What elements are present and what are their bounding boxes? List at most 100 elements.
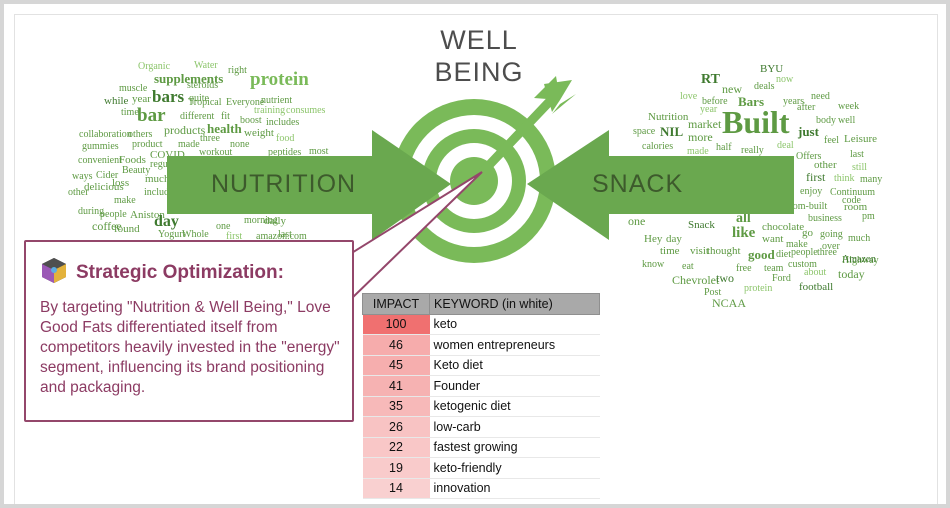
word-cloud-term: over	[822, 241, 840, 252]
impact-cell: 35	[362, 396, 430, 417]
word-cloud-term: much	[145, 173, 170, 185]
word-cloud-term: deal	[777, 140, 794, 151]
word-cloud-term: boost	[240, 115, 262, 126]
word-cloud-term: just	[798, 124, 819, 139]
word-cloud-term: today	[838, 267, 865, 281]
word-cloud-term: Built	[722, 104, 790, 140]
word-cloud-term: Continuum	[830, 187, 876, 198]
word-cloud-term: two	[716, 271, 734, 285]
word-cloud-term: chocolate	[762, 221, 805, 233]
table-row: 22 fastest growing	[362, 437, 600, 458]
word-cloud-term: last	[850, 149, 864, 160]
word-cloud-term: calories	[642, 141, 674, 152]
word-cloud-term: make	[786, 239, 808, 250]
word-cloud-term: space	[633, 126, 656, 137]
word-cloud-term: made	[178, 139, 200, 150]
table-row: 14 innovation	[362, 478, 600, 499]
word-cloud-term: loss	[112, 177, 130, 189]
word-cloud-term: other	[68, 187, 89, 198]
word-cloud-term: regul	[150, 159, 171, 170]
word-cloud-term: like	[732, 225, 756, 241]
word-cloud-term: new	[722, 82, 742, 96]
word-cloud-term: amazon.com	[256, 231, 307, 242]
word-cloud-term: thought	[707, 245, 741, 257]
word-cloud-term: Bars	[738, 94, 764, 109]
word-cloud-term: NCAA	[712, 296, 747, 310]
word-cloud-term: market	[688, 117, 722, 131]
word-cloud-term: coffee	[92, 219, 122, 233]
impact-cell: 41	[362, 375, 430, 397]
word-cloud-term: football	[799, 281, 834, 293]
word-cloud-term: half	[716, 142, 732, 153]
word-cloud-term: while	[104, 95, 129, 107]
word-cloud-term: people	[791, 247, 818, 258]
word-cloud-term: code	[842, 195, 861, 206]
word-cloud-term: other	[814, 159, 837, 171]
word-cloud-term: people	[100, 209, 127, 220]
word-cloud-term: deals	[754, 81, 775, 92]
word-cloud-term: daily	[264, 215, 286, 227]
word-cloud-term: Tropical	[188, 97, 222, 108]
word-cloud-term: BYU	[760, 63, 784, 75]
callout-heading: Strategic Optimization:	[76, 262, 284, 283]
word-cloud-term: Amazon	[842, 254, 876, 265]
word-cloud-term: year	[132, 93, 151, 105]
word-cloud-term: Chevrolet	[672, 273, 720, 287]
word-cloud-term: NIL	[660, 124, 684, 139]
word-cloud-term: training	[254, 105, 286, 116]
word-cloud-term: includes	[266, 117, 300, 128]
word-cloud-term: collaboration	[79, 129, 132, 140]
target-diagram	[167, 76, 794, 303]
word-cloud-term: years	[783, 96, 805, 107]
impact-cell: 45	[362, 355, 430, 376]
word-cloud-term: Hey	[644, 233, 663, 245]
word-cloud-term: workout	[199, 147, 233, 158]
table-row: 41 Founder	[362, 375, 600, 397]
keyword-cell: keto-friendly	[429, 457, 600, 479]
word-cloud-term: three	[200, 133, 220, 144]
word-cloud-term: tom-built	[790, 201, 828, 212]
word-cloud-term: custom	[788, 259, 817, 270]
word-cloud-term: protein	[744, 283, 773, 294]
word-cloud-term: convenient	[78, 155, 122, 166]
nutrition-arrow	[167, 130, 451, 240]
word-cloud-term: made	[687, 146, 709, 157]
word-cloud-term: make	[114, 195, 136, 206]
word-cloud-term: visit	[690, 245, 709, 257]
word-cloud-term: year	[700, 104, 718, 115]
word-cloud-term: delicious	[84, 181, 124, 193]
keyword-cell: keto	[429, 314, 600, 335]
cube-icon	[42, 258, 66, 283]
word-cloud-term: COVID	[150, 149, 185, 161]
impact-cell: 46	[362, 334, 430, 356]
word-cloud-term: go	[802, 227, 813, 239]
word-cloud-term: know	[642, 259, 665, 270]
word-cloud-term: want	[762, 233, 784, 245]
header-impact: IMPACT	[362, 293, 430, 315]
word-cloud-term: about	[804, 267, 827, 278]
word-cloud-term: many	[860, 174, 883, 185]
word-cloud-term: nutrient	[261, 95, 293, 106]
word-cloud-term: ways	[72, 171, 93, 182]
word-cloud-term: gummies	[82, 141, 119, 152]
word-cloud-term: Leisure	[844, 133, 877, 145]
table-row: 26 low-carb	[362, 416, 600, 438]
keyword-cell: innovation	[429, 478, 600, 499]
callout-body: By targeting "Nutrition & Well Being," L…	[40, 299, 340, 396]
word-cloud-term: enjoy	[800, 186, 823, 197]
table-row: 35 ketogenic diet	[362, 396, 600, 417]
word-cloud-term: products	[164, 123, 206, 137]
word-cloud-term: love	[680, 91, 698, 102]
impact-cell: 26	[362, 416, 430, 438]
word-cloud-term: need	[811, 91, 830, 102]
word-cloud-term: pm	[862, 211, 875, 222]
word-cloud-term: Everyone	[226, 97, 265, 108]
word-cloud-term: still	[852, 162, 868, 173]
word-cloud-term: RT	[701, 72, 720, 87]
impact-cell: 100	[362, 314, 430, 335]
word-cloud-term: time	[121, 107, 139, 118]
word-cloud-term: morning	[244, 215, 278, 226]
word-cloud-term: free	[736, 263, 752, 274]
word-cloud-term: supplements	[154, 71, 224, 86]
